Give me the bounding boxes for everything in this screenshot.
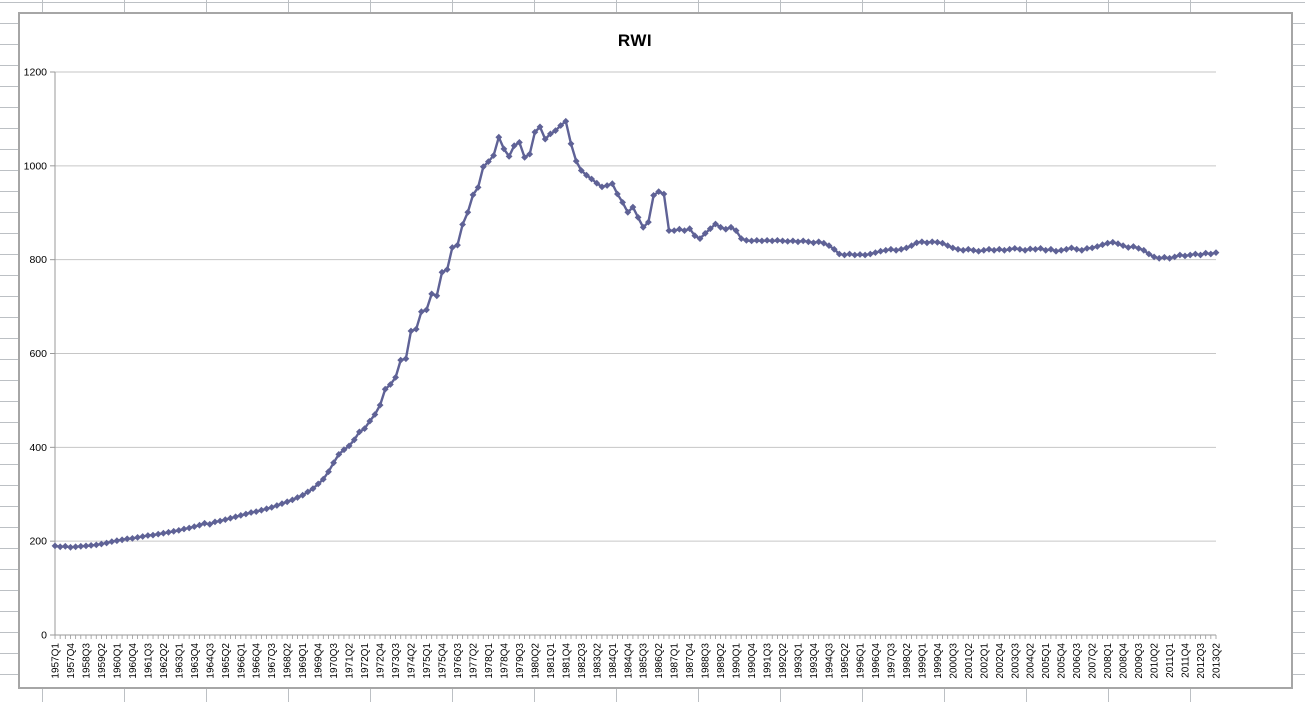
- svg-text:1200: 1200: [24, 67, 48, 79]
- svg-text:1984Q4: 1984Q4: [623, 643, 634, 679]
- svg-text:200: 200: [29, 536, 47, 548]
- svg-text:400: 400: [29, 442, 47, 454]
- x-axis-ticks: [54, 635, 1217, 639]
- svg-text:1980Q2: 1980Q2: [530, 643, 541, 679]
- svg-text:2005Q1: 2005Q1: [1041, 643, 1052, 679]
- svg-text:1997Q3: 1997Q3: [886, 643, 897, 679]
- svg-text:2005Q4: 2005Q4: [1057, 643, 1068, 679]
- svg-text:1966Q4: 1966Q4: [252, 643, 263, 679]
- svg-text:2006Q3: 2006Q3: [1072, 643, 1083, 679]
- svg-text:1983Q2: 1983Q2: [592, 643, 603, 679]
- svg-text:2002Q1: 2002Q1: [979, 643, 990, 679]
- svg-text:2004Q2: 2004Q2: [1026, 643, 1037, 679]
- svg-text:1975Q4: 1975Q4: [438, 643, 449, 679]
- y-axis-tick-labels: 0 200 400 600 800 1000 1200: [24, 67, 48, 642]
- svg-text:1986Q2: 1986Q2: [654, 643, 665, 679]
- svg-text:1972Q1: 1972Q1: [360, 643, 371, 679]
- svg-text:1979Q3: 1979Q3: [515, 643, 526, 679]
- svg-text:2007Q2: 2007Q2: [1088, 643, 1099, 679]
- svg-text:2003Q3: 2003Q3: [1010, 643, 1021, 679]
- svg-text:1969Q1: 1969Q1: [298, 643, 309, 679]
- svg-text:1963Q4: 1963Q4: [190, 643, 201, 679]
- svg-text:1964Q3: 1964Q3: [205, 643, 216, 679]
- svg-text:1965Q2: 1965Q2: [221, 643, 232, 679]
- svg-text:2010Q2: 2010Q2: [1150, 643, 1161, 679]
- svg-text:1993Q4: 1993Q4: [809, 643, 820, 679]
- data-point-markers: [51, 117, 1220, 551]
- svg-text:1996Q4: 1996Q4: [871, 643, 882, 679]
- svg-text:600: 600: [29, 348, 47, 360]
- svg-text:2000Q3: 2000Q3: [948, 643, 959, 679]
- svg-text:1977Q2: 1977Q2: [468, 643, 479, 679]
- chart-frame[interactable]: RWI 0 200 400 600 800 1000 1200 1957Q1 1957Q4 195…: [18, 12, 1293, 689]
- chart-title: RWI: [617, 31, 653, 50]
- svg-text:1968Q2: 1968Q2: [283, 643, 294, 679]
- svg-text:1967Q3: 1967Q3: [267, 643, 278, 679]
- axes: [54, 72, 1216, 636]
- svg-text:1961Q3: 1961Q3: [143, 643, 154, 679]
- svg-text:1996Q1: 1996Q1: [855, 643, 866, 679]
- svg-text:1991Q3: 1991Q3: [763, 643, 774, 679]
- svg-text:1971Q2: 1971Q2: [345, 643, 356, 679]
- svg-text:1978Q4: 1978Q4: [499, 643, 510, 679]
- svg-text:2011Q1: 2011Q1: [1165, 643, 1176, 678]
- svg-text:1994Q3: 1994Q3: [825, 643, 836, 679]
- series-markers: [51, 117, 1220, 551]
- svg-text:1976Q3: 1976Q3: [453, 643, 464, 679]
- svg-text:2001Q2: 2001Q2: [964, 643, 975, 679]
- svg-text:1982Q3: 1982Q3: [577, 643, 588, 679]
- x-axis-tick-labels: 1957Q1 1957Q4 1958Q3 1959Q2 1960Q1 1960Q4 1961…: [51, 643, 1223, 679]
- svg-text:2008Q4: 2008Q4: [1119, 643, 1130, 679]
- svg-text:0: 0: [41, 630, 47, 642]
- svg-text:1993Q1: 1993Q1: [794, 643, 805, 679]
- svg-text:1990Q4: 1990Q4: [747, 643, 758, 679]
- series-line: [54, 120, 1217, 549]
- svg-text:1998Q2: 1998Q2: [902, 643, 913, 679]
- svg-text:1975Q1: 1975Q1: [422, 643, 433, 679]
- svg-text:1992Q2: 1992Q2: [778, 643, 789, 679]
- svg-text:2012Q3: 2012Q3: [1196, 643, 1207, 679]
- svg-text:1985Q3: 1985Q3: [639, 643, 650, 679]
- svg-text:800: 800: [29, 254, 47, 266]
- svg-text:2011Q4: 2011Q4: [1181, 643, 1192, 678]
- svg-text:1000: 1000: [24, 160, 48, 172]
- svg-text:1957Q1: 1957Q1: [51, 643, 62, 679]
- svg-text:1990Q1: 1990Q1: [732, 643, 743, 679]
- svg-text:2013Q2: 2013Q2: [1212, 643, 1223, 679]
- svg-text:1999Q1: 1999Q1: [917, 643, 928, 679]
- svg-text:1984Q1: 1984Q1: [608, 643, 619, 679]
- svg-text:1995Q2: 1995Q2: [840, 643, 851, 679]
- svg-text:1963Q1: 1963Q1: [174, 643, 185, 679]
- svg-text:1960Q1: 1960Q1: [112, 643, 123, 679]
- svg-text:1987Q4: 1987Q4: [685, 643, 696, 679]
- svg-text:1957Q4: 1957Q4: [66, 643, 77, 679]
- svg-text:2009Q3: 2009Q3: [1134, 643, 1145, 679]
- svg-text:1989Q2: 1989Q2: [716, 643, 727, 679]
- svg-text:1960Q4: 1960Q4: [128, 643, 139, 679]
- svg-text:1972Q4: 1972Q4: [376, 643, 387, 679]
- svg-text:1978Q1: 1978Q1: [484, 643, 495, 679]
- svg-text:1959Q2: 1959Q2: [97, 643, 108, 679]
- svg-text:2002Q4: 2002Q4: [995, 643, 1006, 679]
- svg-text:1988Q3: 1988Q3: [701, 643, 712, 679]
- svg-text:1970Q3: 1970Q3: [329, 643, 340, 679]
- svg-text:2008Q1: 2008Q1: [1103, 643, 1114, 679]
- svg-text:1999Q4: 1999Q4: [933, 643, 944, 679]
- svg-text:1974Q2: 1974Q2: [407, 643, 418, 679]
- svg-text:1981Q1: 1981Q1: [546, 643, 557, 679]
- svg-text:1962Q2: 1962Q2: [159, 643, 170, 679]
- svg-text:1981Q4: 1981Q4: [561, 643, 572, 679]
- y-gridlines: [50, 71, 1216, 636]
- svg-text:1969Q4: 1969Q4: [314, 643, 325, 679]
- svg-text:1973Q3: 1973Q3: [391, 643, 402, 679]
- svg-text:1958Q3: 1958Q3: [81, 643, 92, 679]
- svg-text:1987Q1: 1987Q1: [670, 643, 681, 679]
- svg-text:1966Q1: 1966Q1: [236, 643, 247, 679]
